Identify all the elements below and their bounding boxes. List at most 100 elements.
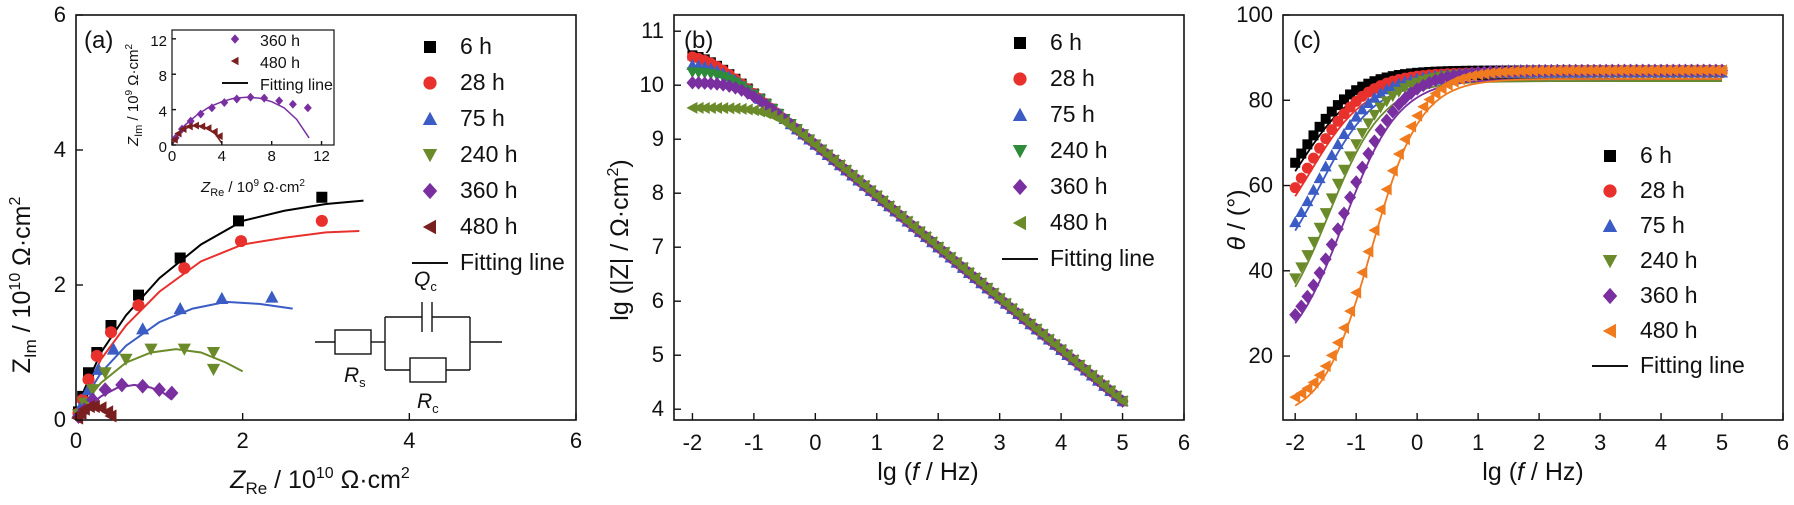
y-tick-label: 6 [652, 288, 664, 313]
y-tick-label: 4 [159, 104, 167, 121]
data-point [1520, 65, 1532, 78]
x-tick-label: 4 [1655, 430, 1667, 455]
panel-c-label: (c) [1293, 27, 1321, 54]
data-point [741, 103, 753, 116]
panel-c-legend: 6 h 28 h 75 h 240 h 360 h 480 h Fitting line [1592, 142, 1745, 378]
data-point [98, 382, 112, 398]
data-point [711, 102, 723, 115]
legend-label: Fitting line [460, 249, 565, 275]
legend-label: 28 h [1050, 65, 1095, 91]
data-point [1533, 64, 1545, 77]
data-point [87, 399, 100, 414]
legend-marker [1012, 178, 1028, 196]
data-point [913, 225, 925, 238]
x-tick-label: 0 [1411, 430, 1423, 455]
inset-data-point [303, 103, 312, 113]
circuit-label-rs: Rs [344, 364, 366, 390]
x-tick-label: 4 [1055, 430, 1067, 455]
data-point [1319, 252, 1332, 266]
x-tick-label: 5 [1116, 430, 1128, 455]
data-point [265, 290, 279, 303]
data-point [729, 102, 741, 115]
data-point [1091, 374, 1103, 387]
legend-label: Fitting line [260, 77, 333, 94]
data-point [1386, 164, 1398, 177]
data-point [1398, 83, 1411, 95]
x-tick-label: 6 [1178, 430, 1190, 455]
data-point [950, 256, 962, 269]
data-point [1320, 133, 1332, 145]
data-point [870, 189, 882, 202]
y-tick-label: 9 [652, 126, 664, 151]
legend-marker [422, 149, 438, 163]
x-tick-label: 6 [570, 428, 582, 453]
data-point [784, 120, 796, 133]
legend-label: 480 h [1050, 209, 1108, 235]
data-point [1514, 65, 1526, 78]
svg-text:ZIm / 1010 Ω·cm2: ZIm / 1010 Ω·cm2 [7, 196, 40, 373]
data-point [1344, 118, 1357, 130]
data-point [1290, 157, 1301, 168]
data-point [1685, 64, 1697, 77]
data-point [86, 384, 100, 397]
data-point [119, 353, 133, 366]
data-point [987, 287, 999, 300]
panel-a-y-axis-label: ZIm / 1010 Ω·cm2 [7, 196, 40, 373]
data-point [1350, 175, 1363, 189]
data-point [1116, 395, 1128, 408]
inset-data-point [197, 122, 206, 131]
data-point [1012, 307, 1024, 320]
data-point [790, 124, 802, 137]
data-point [1484, 67, 1496, 80]
y-tick-label: 12 [150, 33, 167, 50]
data-point [98, 367, 112, 380]
data-point [1307, 376, 1319, 389]
data-point [852, 174, 864, 187]
data-point [1381, 72, 1392, 83]
legend-label: 75 h [460, 105, 505, 131]
data-point [1575, 64, 1587, 77]
data-point [215, 291, 229, 304]
data-point [1331, 222, 1344, 236]
panel-b-plot [686, 50, 1129, 408]
inset-y-axis-label: ZIm / 109 Ω·cm2 [124, 44, 145, 148]
data-point [1079, 364, 1091, 377]
data-point [104, 409, 117, 423]
data-point [1036, 328, 1048, 341]
data-point [1368, 134, 1381, 148]
legend-label: 480 h [260, 55, 300, 72]
inset-data-point [186, 116, 195, 126]
panel-a-legend: 6 h 28 h 75 h 240 h 360 h 480 h Fitting line [412, 33, 565, 275]
data-point [1295, 262, 1308, 274]
data-point [919, 230, 931, 243]
data-point [173, 302, 187, 315]
inset-fitting-line [171, 96, 310, 146]
x-tick-label: 1 [871, 430, 883, 455]
y-tick-label: 0 [159, 139, 167, 156]
inset-plot [170, 92, 312, 146]
data-point [1380, 96, 1393, 108]
data-point [704, 101, 716, 114]
data-point [83, 367, 94, 379]
data-point [1295, 172, 1307, 184]
data-point [969, 271, 981, 284]
data-point [692, 101, 704, 114]
data-point [233, 215, 244, 227]
circuit-resistor-rs [334, 329, 372, 355]
data-point [803, 134, 815, 147]
data-point [1374, 87, 1387, 99]
data-point [1338, 94, 1349, 105]
data-point [1600, 64, 1612, 77]
data-point [1374, 203, 1386, 216]
x-tick-label: 4 [218, 148, 226, 165]
data-point [1496, 65, 1508, 78]
data-point [1307, 236, 1320, 248]
legend-label: 360 h [1050, 173, 1108, 199]
x-tick-label: 2 [1533, 430, 1545, 455]
data-point [1313, 266, 1326, 280]
inset-ticks: 0 4 8 12 0 4 8 12 [150, 33, 330, 165]
data-point [1587, 64, 1599, 77]
x-tick-label: 4 [403, 428, 415, 453]
data-point [797, 129, 809, 142]
data-point [1104, 384, 1116, 397]
